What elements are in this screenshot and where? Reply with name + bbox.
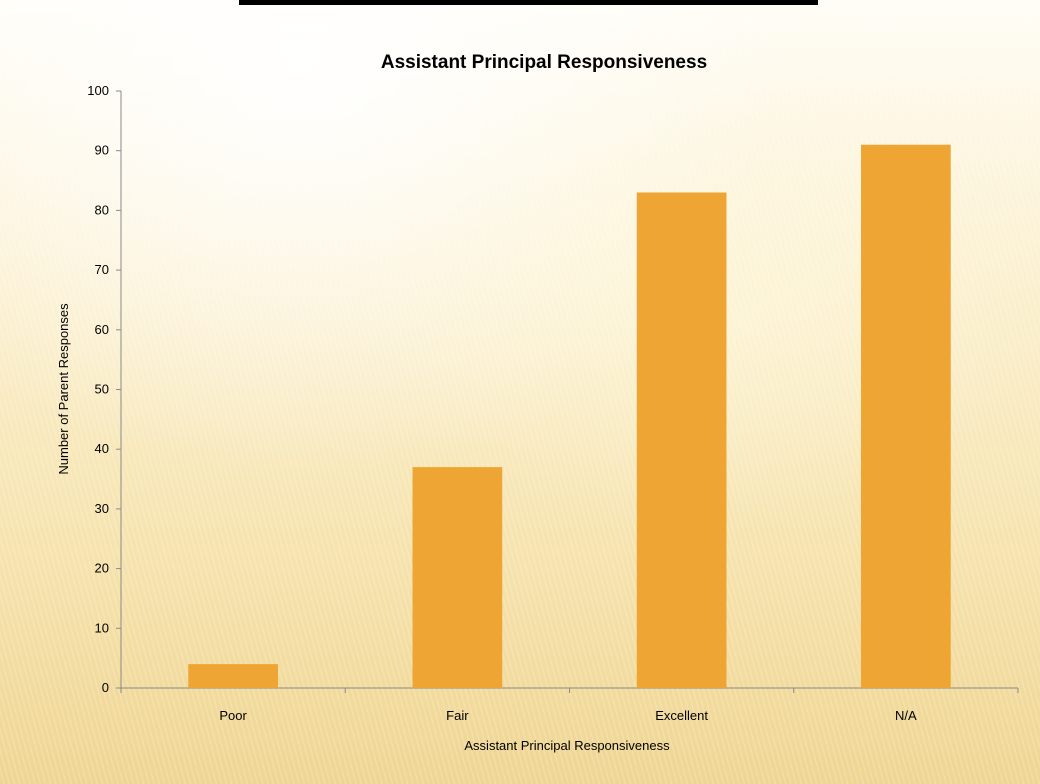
top-title-rule bbox=[239, 0, 818, 5]
y-axis-label: Number of Parent Responses bbox=[56, 303, 71, 475]
y-tick-label: 80 bbox=[95, 202, 109, 217]
chart-title: Assistant Principal Responsiveness bbox=[381, 52, 707, 73]
x-axis-label: Assistant Principal Responsiveness bbox=[464, 738, 670, 753]
x-tick-label: Fair bbox=[446, 708, 469, 723]
y-tick-label: 50 bbox=[95, 382, 109, 397]
bar-fair bbox=[412, 467, 503, 688]
bars-group bbox=[188, 144, 951, 689]
y-ticks-group: 0 10 20 30 40 50 60 70 80 90 100 bbox=[87, 83, 121, 695]
bar-poor bbox=[188, 664, 278, 688]
y-tick-label: 20 bbox=[95, 561, 109, 576]
y-tick-label: 0 bbox=[102, 680, 109, 695]
bar-excellent bbox=[636, 192, 727, 689]
y-tick-label: 60 bbox=[95, 322, 109, 337]
y-tick-label: 100 bbox=[87, 83, 109, 98]
bar-n-a bbox=[861, 144, 951, 689]
x-tick-label: Poor bbox=[219, 708, 247, 723]
y-tick-label: 70 bbox=[95, 262, 109, 277]
x-tick-label: N/A bbox=[895, 708, 917, 723]
x-tick-label: Excellent bbox=[655, 708, 708, 723]
x-ticks-group: Poor Fair Excellent N/A bbox=[120, 688, 1019, 723]
y-tick-label: 90 bbox=[95, 143, 109, 158]
y-tick-label: 30 bbox=[95, 501, 109, 516]
y-tick-label: 10 bbox=[95, 620, 109, 635]
y-tick-label: 40 bbox=[95, 441, 109, 456]
